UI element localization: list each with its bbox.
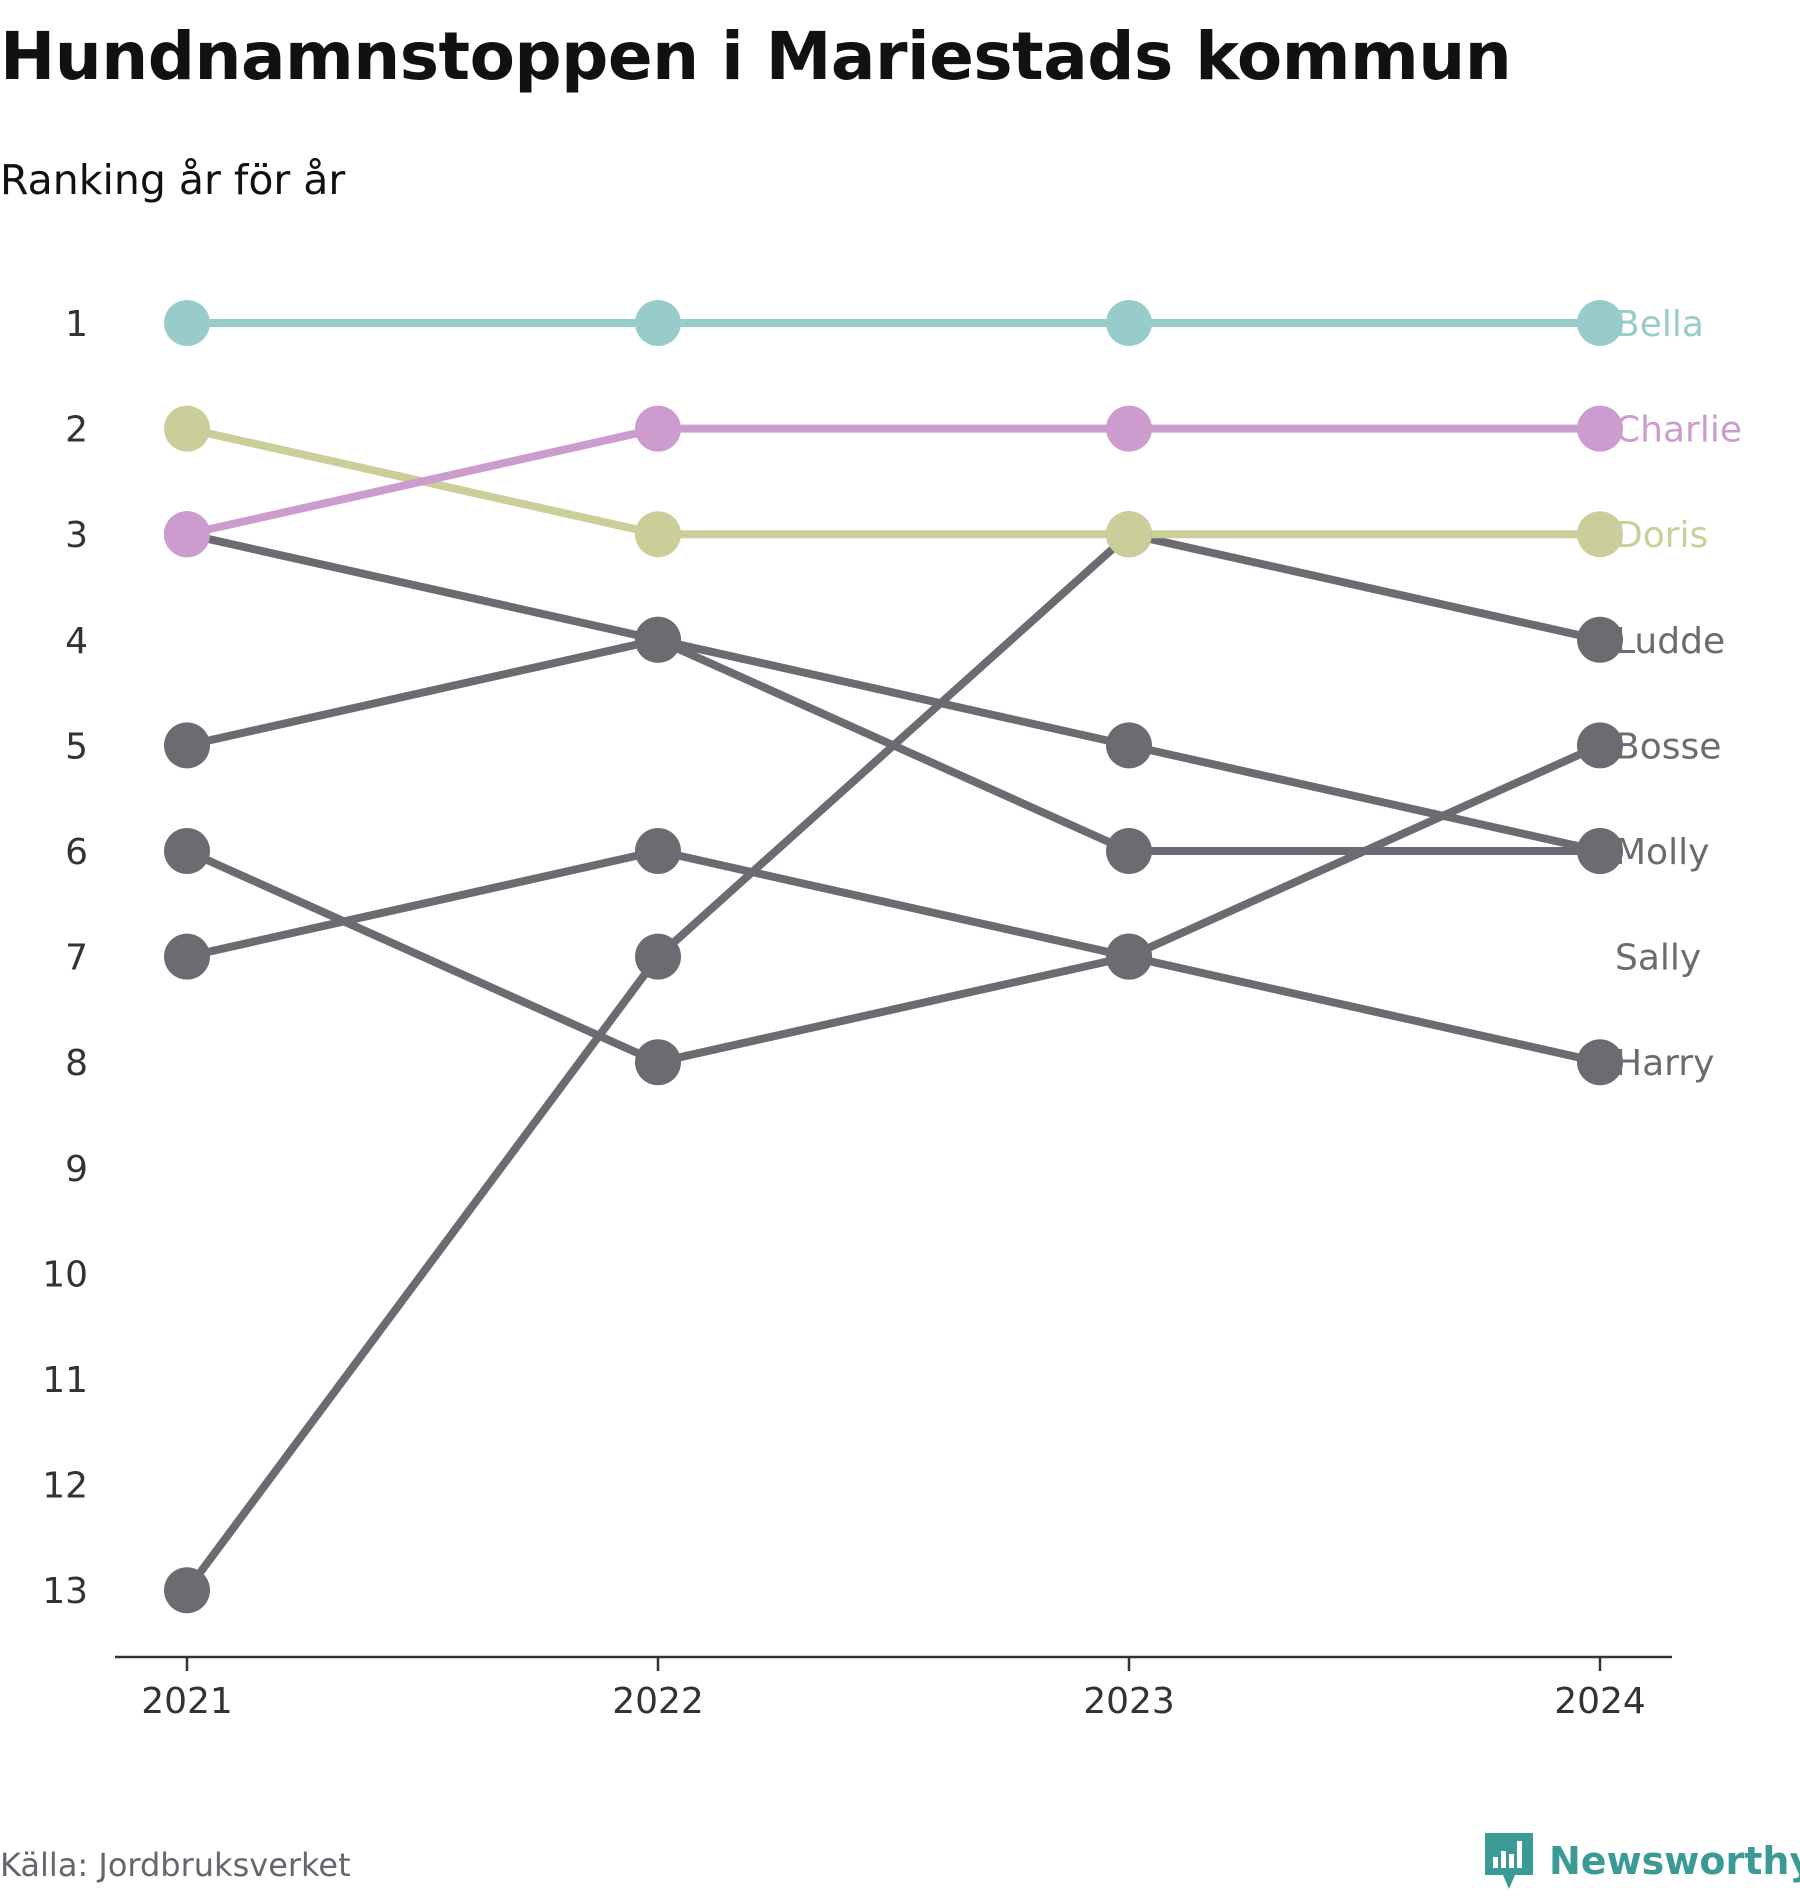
y-tick-label: 9 (65, 1149, 88, 1190)
y-tick-label: 8 (65, 1043, 88, 1084)
point-bella-2021 (164, 300, 210, 346)
point-doris-2021 (164, 405, 210, 452)
point-charlie-2022 (635, 405, 681, 452)
series-points (164, 300, 1623, 1614)
y-tick-label: 3 (65, 515, 88, 556)
point-ludde-2022 (635, 933, 681, 980)
point-ludde-2021 (164, 1567, 210, 1614)
y-tick-label: 11 (42, 1360, 88, 1401)
series-line-harry (183, 847, 1604, 1067)
point-charlie-2024 (1577, 405, 1623, 452)
y-tick-label: 13 (42, 1571, 88, 1612)
x-tick-label: 2023 (1083, 1681, 1175, 1722)
point-harry-2021 (164, 933, 210, 980)
point-sally-2023 (1106, 828, 1152, 874)
end-label-charlie: Charlie (1615, 410, 1742, 451)
x-tick-label: 2021 (141, 1681, 233, 1722)
point-doris-2023 (1106, 511, 1152, 558)
series-line-bosse (183, 741, 1604, 1067)
y-tick-label: 6 (65, 832, 88, 873)
series-line-ludde (183, 530, 1604, 1595)
point-bella-2022 (635, 300, 681, 346)
x-tick-label: 2022 (612, 1681, 704, 1722)
y-tick-label: 1 (65, 304, 88, 345)
y-tick-label: 12 (42, 1466, 88, 1507)
point-charlie-2023 (1106, 405, 1152, 452)
brand-name: Newsworthy (1549, 1839, 1800, 1883)
point-doris-2022 (635, 511, 681, 558)
point-bosse-2023 (1106, 933, 1152, 980)
series-line-charlie (183, 424, 1604, 539)
point-bella-2023 (1106, 300, 1152, 346)
point-bella-2024 (1577, 300, 1623, 346)
x-axis: 2021 2022 2023 2024 (141, 1657, 1646, 1722)
series-lines (183, 319, 1604, 1595)
point-bosse-2021 (164, 828, 210, 874)
end-label-bosse: Bosse (1615, 726, 1721, 767)
point-molly-2022 (635, 616, 681, 663)
point-charlie-2021 (164, 511, 210, 558)
series-line-molly (183, 530, 1604, 855)
y-tick-label: 10 (42, 1254, 88, 1295)
point-doris-2024 (1577, 511, 1623, 558)
point-bosse-2024 (1577, 722, 1623, 769)
point-bosse-2022 (635, 1039, 681, 1086)
chart-subtitle: Ranking år för år (0, 156, 346, 204)
point-ludde-2024 (1577, 616, 1623, 663)
newsworthy-logo: Newsworthy (1485, 1833, 1800, 1889)
point-molly-2024 (1577, 828, 1623, 874)
point-harry-2024 (1577, 1039, 1623, 1086)
end-label-harry: Harry (1615, 1043, 1714, 1084)
point-harry-2022 (635, 828, 681, 874)
y-tick-label: 4 (65, 621, 88, 662)
end-label-sally: Sally (1615, 938, 1701, 979)
end-label-doris: Doris (1615, 515, 1708, 556)
series-line-doris (183, 424, 1604, 539)
point-molly-2023 (1106, 722, 1152, 769)
end-label-ludde: Ludde (1615, 621, 1725, 662)
source-note: Källa: Jordbruksverket (0, 1846, 351, 1884)
end-label-molly: Molly (1615, 832, 1709, 873)
newsworthy-logo-icon (1485, 1833, 1533, 1889)
y-tick-label: 2 (65, 410, 88, 451)
y-tick-label: 5 (65, 726, 88, 767)
point-sally-2021 (164, 722, 210, 769)
x-tick-label: 2024 (1554, 1681, 1646, 1722)
end-labels: Bella Charlie Doris Ludde Bosse Molly Sally Har… (1615, 304, 1742, 1084)
end-label-bella: Bella (1615, 304, 1704, 345)
chart-title: Hundnamnstoppen i Mariestads kommun (0, 18, 1512, 95)
y-tick-label: 7 (65, 938, 88, 979)
